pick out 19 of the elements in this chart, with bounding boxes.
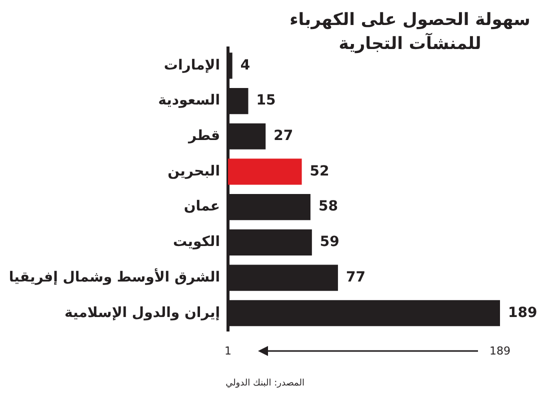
data-label: 27: [274, 128, 294, 144]
y-tick-label: الشرق الأوسط وشمال إفريقيا: [8, 267, 220, 286]
y-tick-label: الإمارات: [164, 57, 220, 74]
y-tick-label: الكويت: [172, 234, 220, 250]
text: المصدر: البنك الدولي: [226, 378, 304, 388]
data-label: 77: [346, 269, 366, 286]
data-label: 4: [240, 57, 250, 74]
data-label: 15: [256, 92, 276, 109]
data-label: 52: [310, 163, 330, 180]
y-tick-label: البحرين: [168, 163, 220, 180]
data-label: 58: [318, 198, 338, 215]
data-label: 59: [320, 234, 340, 250]
y-tick-label: عمان: [184, 198, 220, 215]
y-tick-label: قطر: [187, 128, 220, 144]
x-tick-label: 1: [224, 344, 232, 358]
data-label: 189: [508, 304, 538, 321]
y-tick-label: السعودية: [158, 92, 220, 109]
chart-title: سهولة الحصول على الكهرباء للمنشآت التجارية: [290, 10, 530, 54]
y-tick-label: إيران والدول الإسلامية: [64, 304, 220, 321]
